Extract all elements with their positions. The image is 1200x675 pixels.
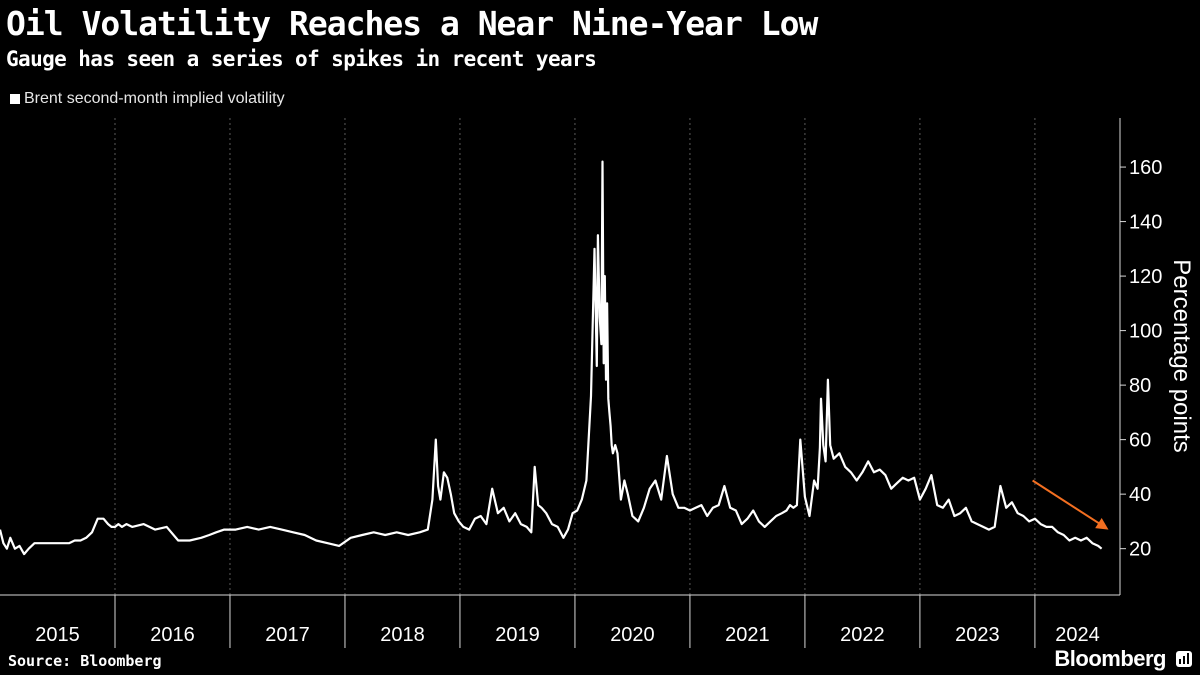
series-layer bbox=[0, 160, 1103, 556]
x-tick-label: 2020 bbox=[610, 624, 655, 646]
trend-arrow-line bbox=[1032, 479, 1104, 527]
x-tick-label: 2021 bbox=[725, 624, 770, 646]
source-note: Source: Bloomberg bbox=[8, 652, 162, 670]
axes: 20 40 60 80 100 120 140 160 2015 2016 2017 2018 2019… bbox=[0, 118, 1195, 648]
x-tick-label: 2022 bbox=[840, 624, 885, 646]
bloomberg-chart-icon bbox=[1176, 651, 1192, 667]
legend: Brent second-month implied volatility bbox=[10, 90, 285, 108]
y-tick-label: 140 bbox=[1129, 212, 1162, 234]
x-tick-label: 2018 bbox=[380, 624, 425, 646]
x-tick-label: 2019 bbox=[495, 624, 540, 646]
y-tick-label: 40 bbox=[1129, 484, 1151, 506]
x-tick-label: 2024 bbox=[1055, 624, 1100, 646]
y-tick-label: 60 bbox=[1129, 430, 1151, 452]
annotation-layer bbox=[1032, 479, 1109, 530]
bloomberg-logo: Bloomberg bbox=[1054, 646, 1166, 671]
x-tick-label: 2023 bbox=[955, 624, 1000, 646]
x-tick-label: 2016 bbox=[150, 624, 195, 646]
legend-label: Brent second-month implied volatility bbox=[24, 90, 285, 107]
y-tick-label: 100 bbox=[1129, 321, 1162, 343]
y-tick-label: 80 bbox=[1129, 375, 1151, 397]
chart-title: Oil Volatility Reaches a Near Nine-Year … bbox=[6, 4, 818, 43]
series-line-brent-implied-volatility bbox=[0, 160, 1103, 556]
y-tick-label: 160 bbox=[1129, 157, 1162, 179]
trend-arrow-head bbox=[1095, 518, 1109, 530]
chart-subtitle: Gauge has seen a series of spikes in rec… bbox=[6, 47, 597, 71]
grid bbox=[114, 118, 1036, 595]
x-tick-label: 2015 bbox=[35, 624, 80, 646]
y-tick-label: 120 bbox=[1129, 266, 1162, 288]
legend-swatch bbox=[10, 94, 20, 104]
x-tick-label: 2017 bbox=[265, 624, 310, 646]
y-axis-title: Percentage points bbox=[1168, 259, 1195, 452]
y-tick-label: 20 bbox=[1129, 539, 1151, 561]
